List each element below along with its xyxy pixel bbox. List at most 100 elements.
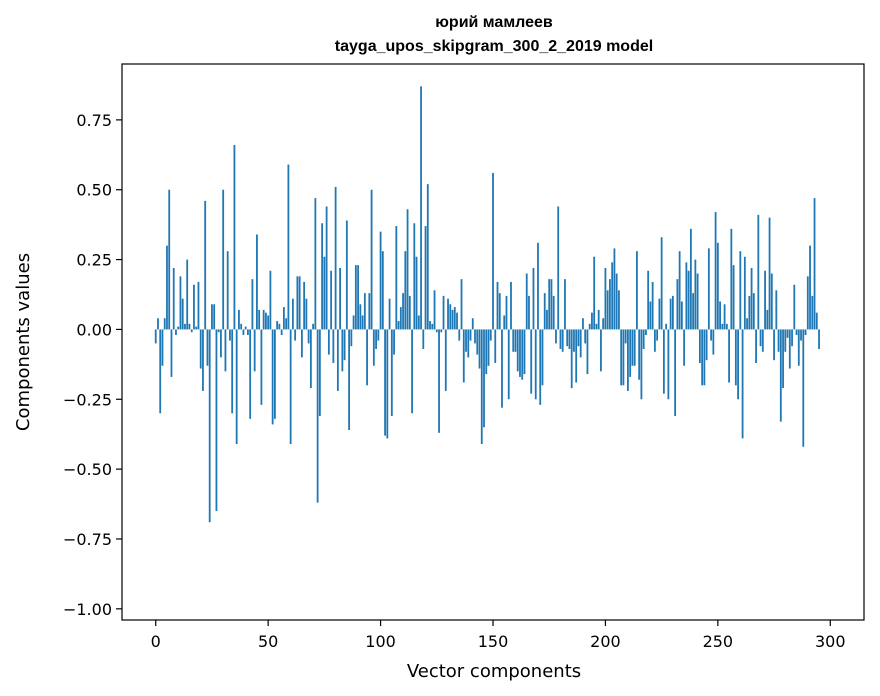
bar-282 xyxy=(788,329,791,369)
bar-89 xyxy=(354,265,357,330)
y-tick-label: 0.00 xyxy=(76,320,112,339)
bar-119 xyxy=(422,329,425,349)
y-tick-label: −0.25 xyxy=(63,390,112,409)
bar-98 xyxy=(375,329,377,349)
bar-191 xyxy=(584,329,587,344)
bar-232 xyxy=(676,279,679,330)
bar-64 xyxy=(298,276,301,330)
bar-104 xyxy=(388,298,391,330)
bar-291 xyxy=(809,245,811,330)
bar-101 xyxy=(381,251,384,330)
bar-39 xyxy=(242,329,245,336)
bar-56 xyxy=(280,329,283,336)
bar-153 xyxy=(498,293,501,330)
x-tick-label: 250 xyxy=(703,632,734,651)
bar-103 xyxy=(386,329,389,439)
bar-182 xyxy=(564,279,566,330)
bar-167 xyxy=(530,329,533,394)
bar-199 xyxy=(602,318,605,330)
bar-53 xyxy=(274,329,276,419)
bar-135 xyxy=(458,329,461,341)
bar-289 xyxy=(804,329,807,336)
bar-241 xyxy=(696,273,699,330)
bar-31 xyxy=(224,329,227,372)
bar-69 xyxy=(309,329,312,389)
bar-286 xyxy=(797,329,800,366)
bar-24 xyxy=(208,329,211,523)
bar-85 xyxy=(345,220,348,330)
bar-106 xyxy=(393,329,395,355)
bar-40 xyxy=(244,326,247,330)
bar-160 xyxy=(514,329,517,352)
bar-90 xyxy=(357,265,359,330)
bar-26 xyxy=(213,304,216,330)
bar-25 xyxy=(211,304,213,330)
plot-area-frame xyxy=(121,63,865,621)
bar-183 xyxy=(566,329,569,347)
bar-274 xyxy=(770,273,773,330)
bar-236 xyxy=(685,262,688,330)
bar-60 xyxy=(289,329,292,444)
bar-107 xyxy=(395,226,398,330)
bar-169 xyxy=(534,329,537,400)
bar-228 xyxy=(667,329,670,400)
bar-287 xyxy=(800,329,802,341)
bar-283 xyxy=(791,329,793,347)
bar-259 xyxy=(737,329,739,400)
bar-42 xyxy=(249,329,252,419)
bar-49 xyxy=(265,312,267,330)
bar-240 xyxy=(694,259,697,330)
bar-175 xyxy=(548,279,551,330)
bar-249 xyxy=(714,212,717,330)
bar-174 xyxy=(546,309,548,330)
bar-81 xyxy=(336,329,339,391)
bar-205 xyxy=(615,273,618,330)
bar-186 xyxy=(573,329,575,352)
bar-1 xyxy=(157,318,159,330)
bar-263 xyxy=(746,318,748,330)
bar-250 xyxy=(716,242,719,330)
bar-105 xyxy=(390,329,393,417)
bar-52 xyxy=(271,329,274,425)
bar-108 xyxy=(397,321,400,330)
bar-20 xyxy=(199,329,202,369)
bar-155 xyxy=(503,315,506,330)
bar-102 xyxy=(384,329,386,436)
bar-188 xyxy=(577,329,580,347)
bar-130 xyxy=(447,298,449,330)
y-tick-label: 0.25 xyxy=(76,251,112,270)
bar-74 xyxy=(321,223,324,330)
y-tick-label: −0.75 xyxy=(63,530,112,549)
bar-77 xyxy=(327,329,330,355)
bar-243 xyxy=(701,329,704,386)
bar-11 xyxy=(179,276,182,330)
bar-33 xyxy=(229,329,231,341)
bar-145 xyxy=(480,329,483,444)
bar-166 xyxy=(528,295,530,330)
bar-165 xyxy=(525,273,528,330)
bar-256 xyxy=(730,228,733,330)
bar-144 xyxy=(478,329,481,369)
bar-131 xyxy=(449,304,452,330)
bar-30 xyxy=(222,189,225,330)
y-tick-label: −1.00 xyxy=(63,600,112,619)
bar-128 xyxy=(442,295,445,330)
bar-117 xyxy=(417,315,420,330)
x-tick-label: 50 xyxy=(258,632,278,651)
bar-28 xyxy=(217,329,220,333)
bar-208 xyxy=(622,329,625,386)
bar-216 xyxy=(640,329,643,400)
bar-164 xyxy=(523,329,526,375)
bar-212 xyxy=(631,329,634,366)
bar-255 xyxy=(728,329,730,383)
bar-96 xyxy=(370,189,373,330)
bar-176 xyxy=(550,279,553,330)
bar-281 xyxy=(786,329,789,338)
bar-163 xyxy=(521,329,524,380)
bar-83 xyxy=(341,329,344,372)
bar-171 xyxy=(539,329,542,405)
bar-258 xyxy=(734,329,737,386)
bar-230 xyxy=(671,295,674,330)
bar-214 xyxy=(636,251,638,330)
bar-2 xyxy=(159,329,162,414)
